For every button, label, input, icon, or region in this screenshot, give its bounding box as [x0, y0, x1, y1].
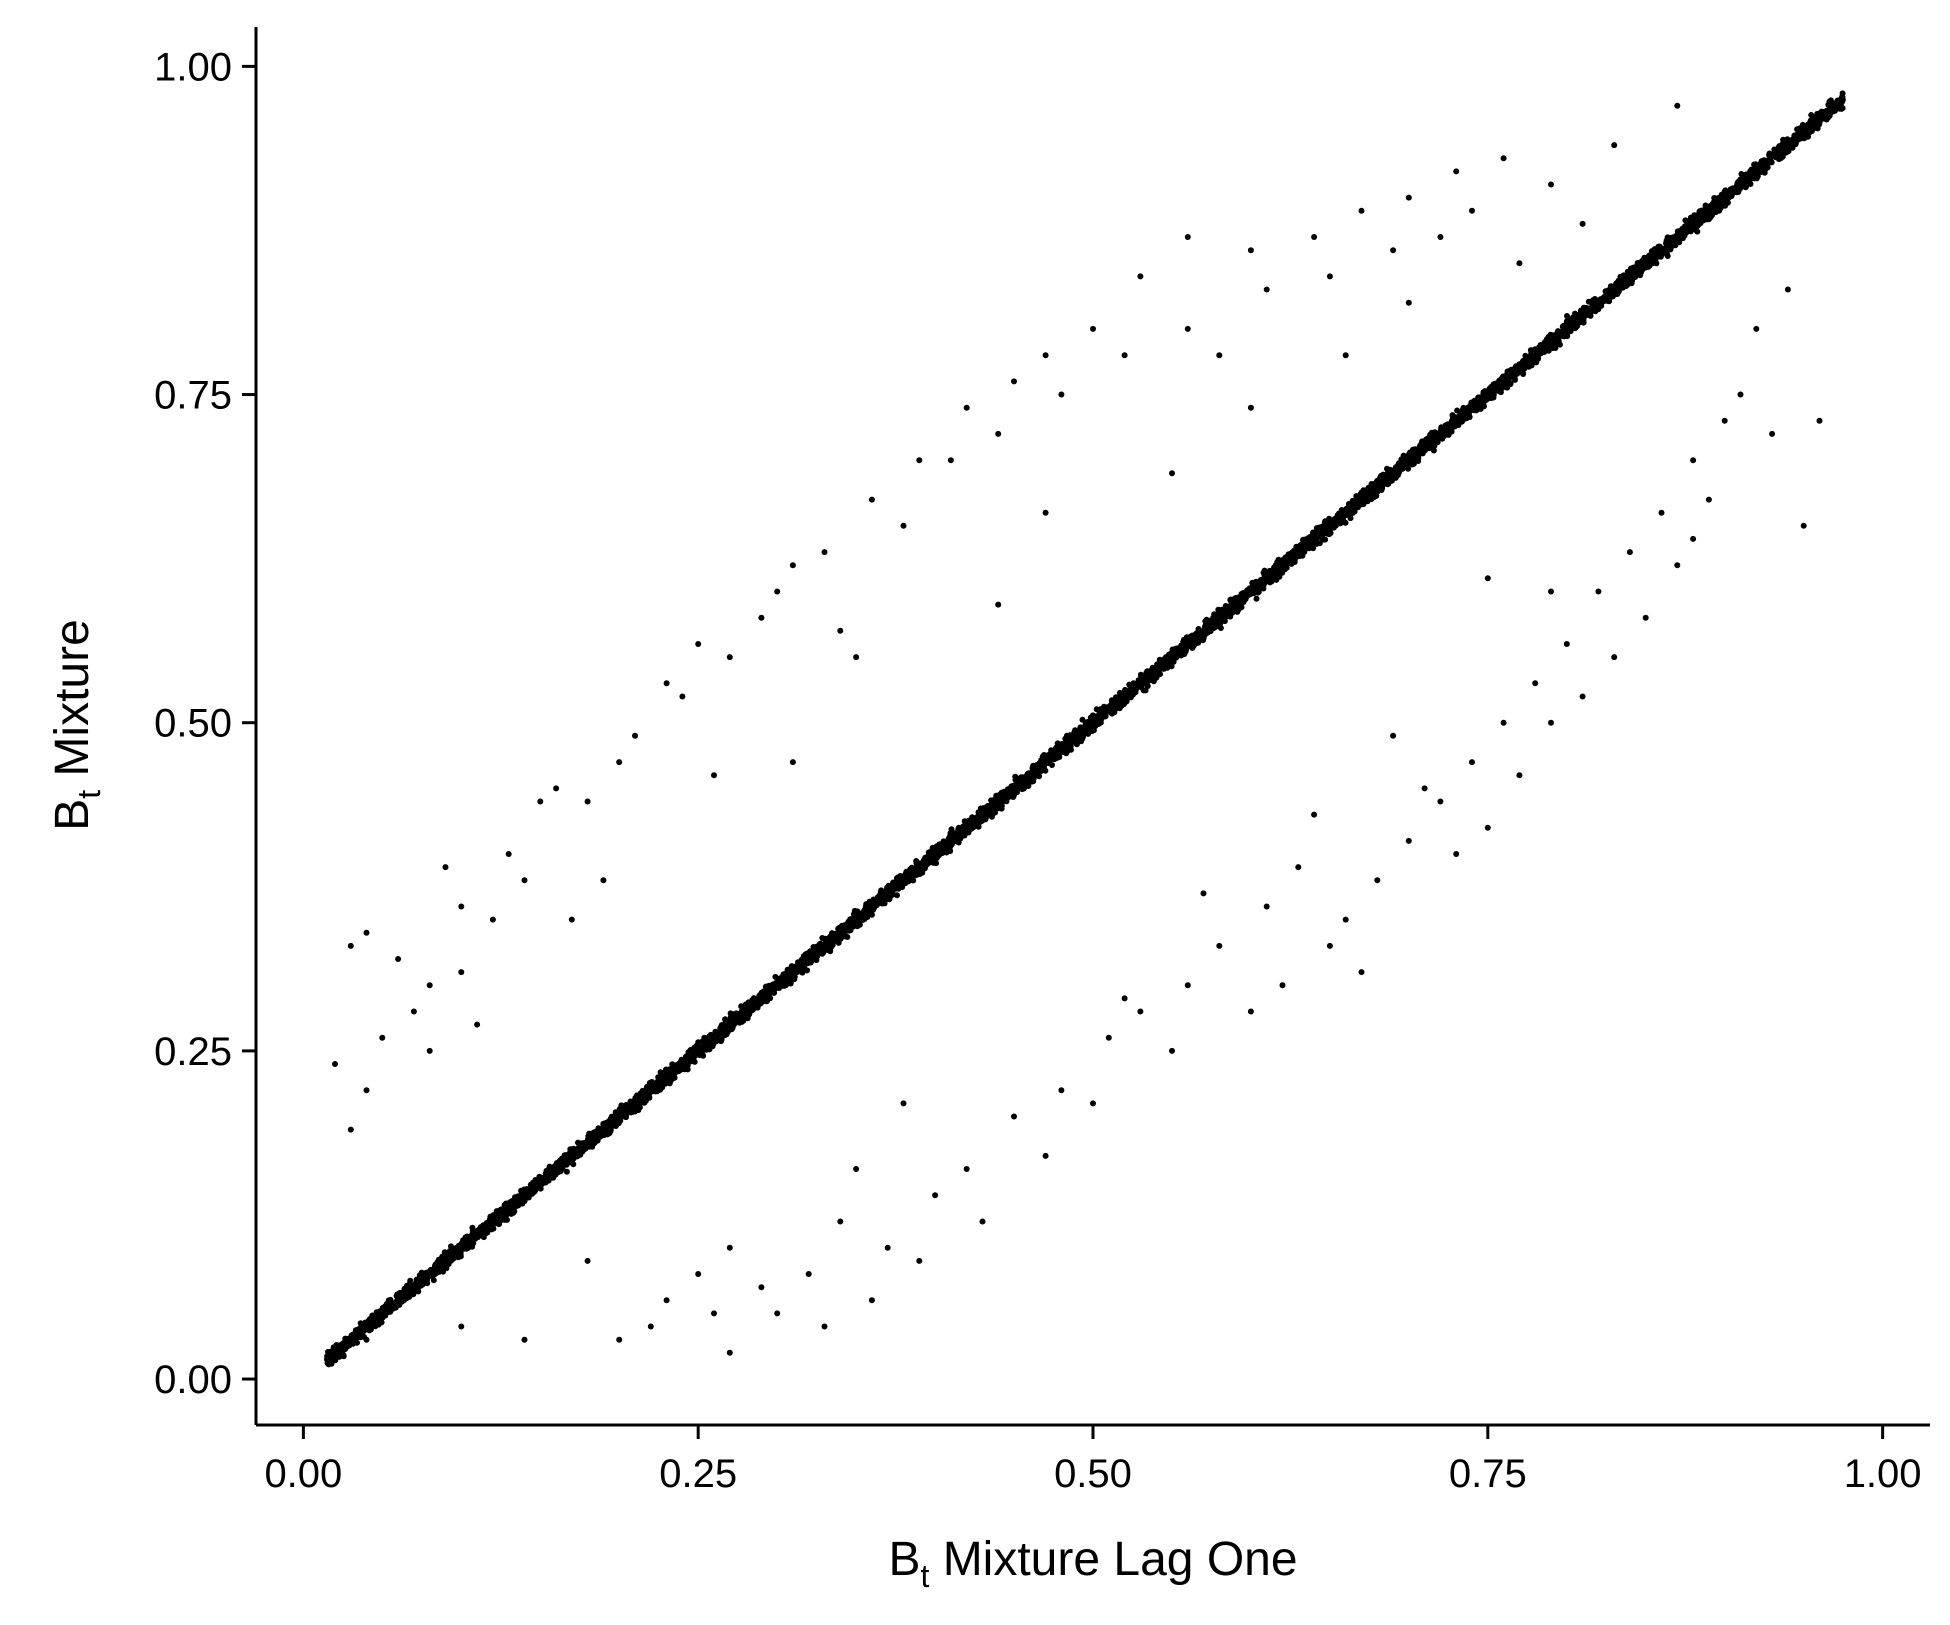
band-point [1140, 687, 1147, 694]
band-point [1275, 556, 1282, 563]
band-point [1049, 762, 1055, 768]
band-point [1694, 217, 1700, 224]
band-point [1827, 97, 1834, 104]
band-point [1361, 498, 1368, 505]
band-point [804, 967, 811, 974]
band-point [407, 1277, 414, 1284]
band-point [1585, 298, 1592, 305]
band-point [988, 813, 995, 820]
band-point [1293, 543, 1300, 550]
band-point [1738, 171, 1745, 177]
band-point [1260, 569, 1267, 576]
band-point [733, 1010, 740, 1017]
band-point [1564, 313, 1570, 319]
band-point [1391, 471, 1398, 478]
band-point [1761, 169, 1768, 176]
band-point [430, 1277, 437, 1284]
band-point [1347, 515, 1354, 522]
band-point [992, 809, 999, 816]
band-point [1696, 208, 1703, 215]
band-point [511, 1208, 518, 1215]
band-point [955, 824, 962, 831]
points-layer [324, 90, 1846, 1368]
band-point [1301, 536, 1308, 543]
band-point [894, 892, 900, 899]
band-point [1276, 573, 1283, 580]
band-point [1724, 199, 1731, 206]
band-point [878, 887, 885, 894]
band-point [657, 1069, 664, 1076]
band-point [1078, 738, 1085, 745]
band-point [563, 1168, 570, 1175]
band-point [728, 1026, 735, 1033]
band-point [1430, 447, 1437, 454]
band-point [606, 1130, 613, 1137]
band-point [1253, 595, 1260, 602]
band-point [1563, 318, 1570, 325]
band-point [1664, 253, 1671, 259]
band-point [772, 973, 779, 980]
band-point [1808, 120, 1815, 127]
band-point [783, 970, 790, 977]
band-point [1252, 579, 1258, 586]
band-point [1828, 105, 1835, 112]
band-point [1126, 681, 1133, 688]
band-point [1458, 418, 1465, 425]
band-point [1716, 207, 1723, 214]
band-point [618, 1102, 625, 1109]
band-point [863, 902, 870, 909]
band-point [1342, 519, 1349, 526]
band-point [1454, 407, 1461, 414]
band-point [1238, 604, 1245, 611]
